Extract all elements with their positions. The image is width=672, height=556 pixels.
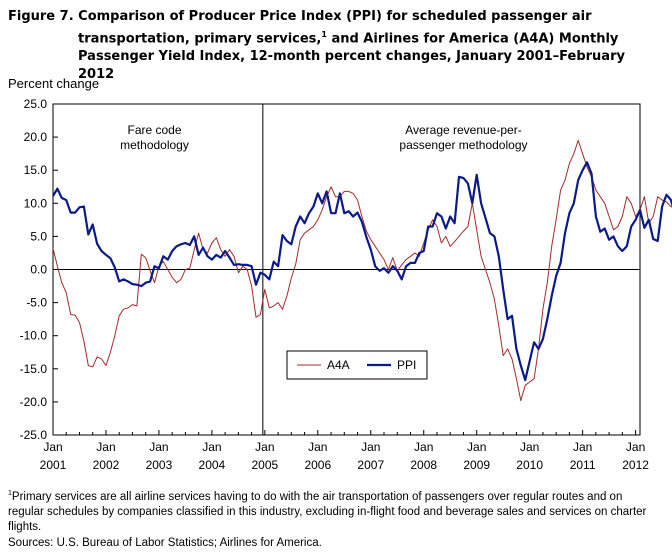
annotation-line: methodology — [120, 138, 189, 152]
x-tick-label-year: 2012 — [622, 458, 649, 472]
title-line-3: Passenger Yield Index, 12-month percent … — [78, 49, 625, 83]
x-tick-label-year: 2004 — [199, 458, 226, 472]
series-line-ppi — [52, 161, 672, 382]
x-tick-label-year: 2002 — [93, 458, 120, 472]
x-tick-label-year: 2003 — [146, 458, 173, 472]
y-tick-label: 5.0 — [30, 229, 47, 243]
annotation-line: passenger methodology — [399, 138, 527, 152]
annotation-line: Average revenue-per- — [405, 123, 522, 137]
footnote-marker: 1 — [8, 490, 12, 497]
y-tick-label: -5.0 — [26, 296, 47, 310]
y-tick-label: -20.0 — [20, 395, 48, 409]
legend-label-ppi: PPI — [397, 358, 416, 372]
y-tick-label: 15.0 — [24, 163, 48, 177]
x-tick-label-month: Jan — [96, 440, 115, 454]
x-tick-label-year: 2010 — [516, 458, 543, 472]
series-lines — [52, 139, 672, 402]
x-tick-label-year: 2011 — [570, 458, 596, 472]
title-line-2a: transportation, primary services, — [78, 31, 322, 47]
title-footnote-marker: 1 — [321, 30, 327, 39]
x-tick-label-month: Jan — [573, 440, 592, 454]
title-line-2: transportation, primary services,1 and A… — [8, 26, 664, 48]
figure-title: Figure 7. Comparison of Producer Price I… — [8, 8, 664, 84]
footnote: 1Primary services are all airline servic… — [8, 486, 658, 535]
y-tick-label: 0.0 — [30, 263, 47, 277]
x-tick-label-month: Jan — [414, 440, 433, 454]
x-tick-label-month: Jan — [202, 440, 221, 454]
y-tick-label: 20.0 — [24, 130, 48, 144]
x-tick-label-year: 2008 — [410, 458, 437, 472]
y-axis-label: Percent change — [8, 76, 99, 91]
x-tick-label-month: Jan — [43, 440, 62, 454]
legend-label-a4a: A4A — [327, 358, 350, 372]
x-tick-label-month: Jan — [308, 440, 327, 454]
x-axis: Jan 2001 Jan 2002 Jan 2003 Jan 2004 Jan 2005 Jan 20… — [40, 269, 649, 472]
x-tick-label-year: 2005 — [251, 458, 278, 472]
legend: A4A PPI — [286, 350, 428, 380]
x-tick-label-year: 2009 — [463, 458, 490, 472]
x-tick-label-year: 2001 — [40, 458, 67, 472]
y-tick-label: 25.0 — [24, 97, 48, 111]
y-axis: 25.0 20.0 15.0 10.0 5.0 0.0 -5.0 -10.0 -15.0 -20.… — [20, 97, 58, 442]
y-tick-label: -25.0 — [20, 428, 48, 442]
y-tick-label: -15.0 — [20, 362, 48, 376]
x-tick-label-month: Jan — [255, 440, 274, 454]
x-tick-label-month: Jan — [467, 440, 486, 454]
x-tick-label-month: Jan — [520, 440, 539, 454]
y-tick-label: -10.0 — [20, 329, 48, 343]
annotation-line: Fare code — [127, 123, 181, 137]
x-tick-label-month: Jan — [149, 440, 168, 454]
title-line-2b: and Airlines for America (A4A) Monthly — [326, 31, 619, 47]
x-tick-label-year: 2007 — [357, 458, 384, 472]
source-note: Sources: U.S. Bureau of Labor Statistics… — [8, 537, 322, 549]
x-tick-label-year: 2006 — [304, 458, 331, 472]
title-line-1: Figure 7. Comparison of Producer Price I… — [8, 9, 592, 24]
x-tick-label-month: Jan — [626, 440, 645, 454]
x-tick-label-month: Jan — [361, 440, 380, 454]
footnote-text: Primary services are all airline service… — [8, 490, 647, 533]
y-tick-label: 10.0 — [24, 196, 48, 210]
